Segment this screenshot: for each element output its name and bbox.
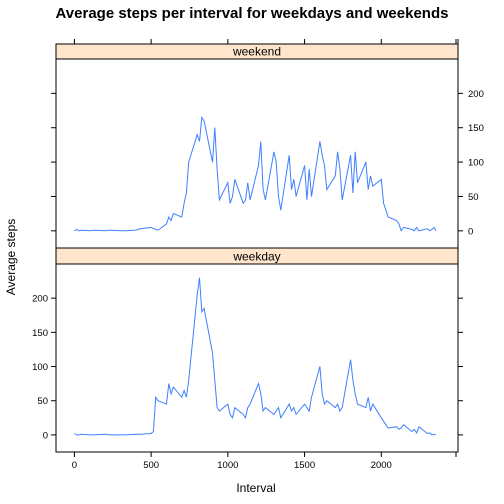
panel-weekday: weekday 0 50 100 150 200 bbox=[32, 247, 463, 453]
series-line-weekday bbox=[74, 277, 437, 436]
y-tick-label: 200 bbox=[32, 294, 48, 305]
strip-label-weekday: weekday bbox=[232, 250, 280, 264]
x-tick-label: 2000 bbox=[371, 460, 392, 471]
y-tick-label: 150 bbox=[32, 328, 48, 339]
strip-label-weekend: weekend bbox=[232, 45, 281, 59]
x-axis: 0 500 1000 1500 2000 bbox=[72, 39, 459, 471]
x-axis-label: Interval bbox=[236, 481, 275, 495]
y-tick-label: 50 bbox=[37, 396, 48, 407]
y-tick-label: 200 bbox=[468, 89, 484, 100]
y-tick-label: 100 bbox=[32, 362, 48, 373]
y-tick-label: 50 bbox=[468, 192, 479, 203]
y-axis-label: Average steps bbox=[4, 219, 18, 296]
y-tick-label: 100 bbox=[468, 158, 484, 169]
y-tick-label: 0 bbox=[43, 430, 48, 441]
x-tick-label: 1000 bbox=[217, 460, 238, 471]
panel-frame-weekend bbox=[55, 58, 459, 249]
y-tick-label: 0 bbox=[468, 226, 473, 237]
series-line-weekend bbox=[74, 115, 437, 232]
panel-frame-weekday bbox=[55, 263, 459, 453]
y-axis-weekend: 0 50 100 150 200 bbox=[51, 89, 484, 237]
y-tick-label: 150 bbox=[468, 123, 484, 134]
chart-title: Average steps per interval for weekdays … bbox=[56, 5, 449, 22]
y-axis-weekday: 0 50 100 150 200 bbox=[32, 294, 463, 441]
panel-weekend: weekend 0 50 100 150 200 bbox=[51, 43, 484, 249]
x-tick-label: 1500 bbox=[294, 460, 315, 471]
x-tick-label: 0 bbox=[72, 460, 77, 471]
x-tick-label: 500 bbox=[143, 460, 159, 471]
